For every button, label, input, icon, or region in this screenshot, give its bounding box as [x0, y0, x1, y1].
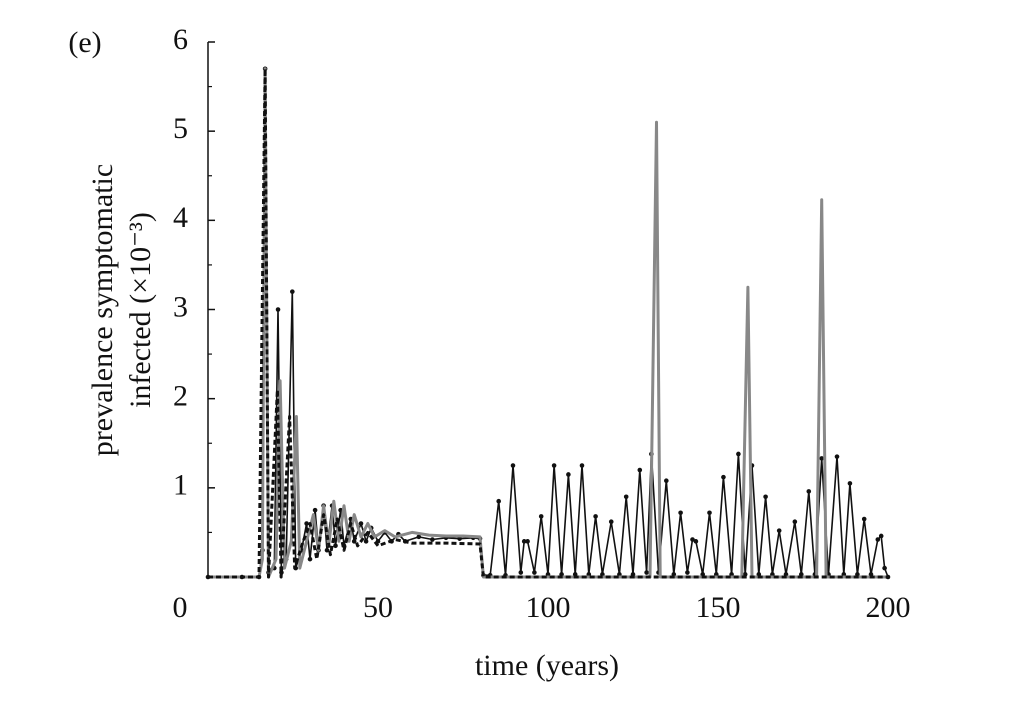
y-tick-label: 3 [173, 290, 188, 323]
series-marker [855, 572, 860, 577]
series-marker [510, 463, 516, 468]
y-label-line-2-group: infected (×10⁻³) [124, 212, 157, 408]
series-marker [671, 572, 677, 577]
series-marker [551, 463, 557, 468]
series-marker [678, 510, 683, 516]
series-marker [700, 572, 705, 577]
series-marker [586, 572, 592, 577]
series-marker [521, 539, 527, 544]
series-marker [763, 494, 768, 500]
series-marker [324, 547, 330, 553]
y-tick-label: 5 [173, 112, 188, 145]
series-marker [333, 543, 338, 549]
series-marker [685, 570, 690, 575]
series-marker [275, 307, 281, 312]
series-marker [714, 572, 719, 577]
series-line [208, 67, 888, 579]
series-marker [834, 454, 840, 459]
y-tick-label: 2 [173, 380, 188, 413]
series-marker [623, 494, 629, 500]
series-marker [630, 572, 636, 577]
series-marker [538, 514, 544, 519]
series-marker [600, 572, 605, 577]
series-marker [304, 521, 309, 526]
series-marker [868, 572, 874, 577]
series-marker [783, 572, 789, 577]
series-marker [457, 536, 462, 541]
series-marker [290, 289, 295, 294]
series-marker [742, 572, 748, 577]
series-marker [806, 489, 812, 494]
series-marker [579, 463, 585, 468]
series-marker [307, 556, 313, 562]
series-marker [617, 572, 622, 577]
series-marker [736, 451, 741, 457]
y-tick-label: 1 [173, 469, 188, 502]
series-marker [363, 539, 369, 544]
y-axis-label: infected (×10⁻³) [124, 212, 157, 408]
series-marker [861, 516, 867, 522]
series-marker [721, 474, 726, 480]
series-marker [593, 514, 598, 519]
x-tick-label: 200 [866, 591, 911, 624]
series-marker [532, 570, 537, 575]
series-line [208, 67, 889, 578]
series-marker [847, 481, 853, 486]
y-tick-label: 4 [173, 201, 188, 234]
y-axis-label: prevalence symptomatic [86, 164, 119, 456]
x-tick-label: 150 [696, 591, 741, 624]
series-marker [841, 572, 847, 577]
series-marker [416, 534, 422, 540]
series-marker [770, 572, 775, 577]
x-tick-label: 50 [363, 591, 393, 624]
x-tick-label: 0 [173, 591, 188, 624]
x-axis-label: time (years) [475, 649, 619, 682]
series-line [208, 67, 888, 579]
series-marker [430, 537, 435, 542]
series-marker [518, 570, 524, 575]
series-marker [572, 572, 578, 577]
series-marker [707, 510, 712, 516]
series-marker [792, 519, 798, 525]
series-marker [756, 572, 762, 577]
series-marker [559, 572, 564, 577]
series-marker [351, 539, 357, 544]
series-marker [496, 498, 502, 504]
series-marker [875, 537, 881, 542]
series-marker [693, 539, 699, 544]
series-marker [566, 472, 571, 477]
panel-label: (e) [68, 26, 101, 59]
series-marker [644, 570, 649, 575]
series-marker [608, 519, 614, 525]
series-marker [776, 528, 782, 533]
series-marker [799, 572, 804, 577]
x-tick-label: 100 [526, 591, 571, 624]
series-marker [637, 467, 643, 473]
series-marker [882, 565, 887, 571]
series-marker [878, 533, 884, 539]
series-marker [690, 537, 695, 542]
series-marker [312, 507, 318, 513]
series-marker [819, 456, 824, 461]
series-marker [729, 572, 734, 577]
series-marker [664, 478, 669, 484]
y-label-line-1-group: prevalence symptomatic [86, 164, 119, 456]
y-tick-label: 6 [173, 23, 188, 56]
series-marker [358, 521, 364, 526]
series-marker [545, 572, 551, 577]
series-marker [525, 539, 530, 544]
